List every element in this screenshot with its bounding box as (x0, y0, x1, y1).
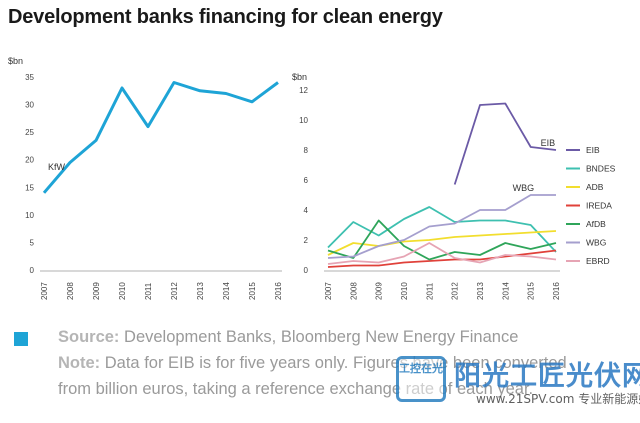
x-tick-label: 2016 (274, 282, 283, 300)
x-tick-label: 2015 (248, 282, 257, 300)
series-line-ebrd (327, 242, 557, 265)
legend-label-ireda: IREDA (586, 201, 612, 211)
x-tick-label: 2011 (425, 282, 434, 300)
y-tick-label: 30 (25, 101, 34, 110)
source-marker-square (14, 332, 28, 346)
annotation-eib: EIB (541, 138, 556, 148)
y-tick-label: 35 (25, 73, 34, 82)
x-tick-label: 2007 (324, 282, 333, 300)
annotation-wbg: WBG (513, 183, 535, 193)
series-line-adb (327, 230, 557, 256)
x-tick-label: 2010 (118, 282, 127, 300)
y-tick-label: 10 (25, 211, 34, 220)
y-tick-label: 0 (304, 266, 309, 275)
source-line: Source: Development Banks, Bloomberg New… (58, 328, 518, 347)
y-tick-label: 15 (25, 183, 34, 192)
x-tick-label: 2013 (196, 282, 205, 300)
legend-label-afdb: AfDB (586, 219, 606, 229)
legend-label-eib: EIB (586, 145, 600, 155)
watermark-title: 阳光工匠光伏网 (454, 361, 640, 392)
x-tick-label: 2012 (170, 282, 179, 300)
x-tick-label: 2010 (400, 282, 409, 300)
legend-label-wbg: WBG (586, 238, 606, 248)
watermark-logo: 工控在光 (396, 356, 446, 402)
series-line-bndes (327, 206, 557, 253)
y-tick-label: 20 (25, 156, 34, 165)
source-label: Source: (58, 328, 120, 346)
legend-label-bndes: BNDES (586, 164, 616, 174)
series-line-kfw (42, 81, 279, 194)
x-tick-label: 2016 (552, 282, 561, 300)
x-tick-label: 2014 (222, 282, 231, 300)
x-tick-label: 2011 (144, 282, 153, 300)
x-tick-label: 2007 (40, 282, 49, 300)
x-tick-label: 2013 (476, 282, 485, 300)
note-label: Note: (58, 354, 101, 372)
development-banks-chart: $bn 0 2 4 6 8 10 12 2007 2008 2009 2010 2011 2012 2013… (292, 72, 616, 300)
series-line-afdb (327, 219, 557, 261)
y-tick-label: 0 (30, 266, 35, 275)
y-unit-label: $bn (292, 72, 307, 82)
note-line: Note: Data for EIB is for five years onl… (58, 354, 567, 373)
x-tick-label: 2012 (451, 282, 460, 300)
y-tick-label: 8 (304, 146, 309, 155)
y-tick-label: 5 (30, 238, 35, 247)
y-unit-label: $bn (8, 56, 23, 66)
y-tick-label: 25 (25, 128, 34, 137)
watermark-subtitle: www.21SPV.com 专业新能源媒体 (476, 392, 640, 406)
chart-title: Development banks financing for clean en… (8, 6, 443, 28)
source-text: Development Banks, Bloomberg New Energy … (119, 328, 519, 346)
legend-label-ebrd: EBRD (586, 256, 610, 266)
kfw-chart: $bn 0 5 10 15 20 25 30 35 2007 2008 2009 2010 2011 201… (8, 56, 283, 300)
x-tick-label: 2015 (527, 282, 536, 300)
y-tick-label: 6 (304, 176, 309, 185)
annotation-kfw: KfW (48, 162, 66, 172)
x-tick-label: 2008 (66, 282, 75, 300)
note-text: Data for EIB is for five years only. Fig… (100, 354, 567, 372)
y-tick-label: 4 (304, 206, 309, 215)
x-tick-label: 2009 (92, 282, 101, 300)
series-line-eib (453, 102, 557, 185)
x-tick-label: 2009 (375, 282, 384, 300)
watermark: 工控在光 阳光工匠光伏网 www.21SPV.com 专业新能源媒体 (388, 352, 640, 412)
y-tick-label: 2 (304, 236, 309, 245)
x-tick-label: 2014 (501, 282, 510, 300)
y-tick-label: 12 (299, 86, 308, 95)
x-tick-label: 2008 (349, 282, 358, 300)
y-tick-label: 10 (299, 116, 308, 125)
series-line-wbg (327, 194, 556, 259)
legend-label-adb: ADB (586, 182, 604, 192)
